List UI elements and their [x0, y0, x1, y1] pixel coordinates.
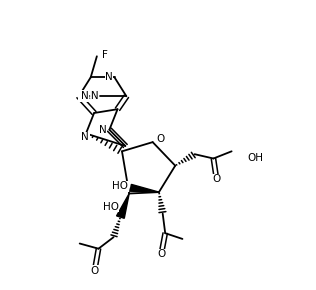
Text: O: O [91, 266, 99, 276]
Text: H₂N: H₂N [79, 91, 98, 101]
Text: O: O [157, 249, 166, 259]
Polygon shape [117, 193, 129, 218]
Text: O: O [212, 175, 221, 184]
Text: O: O [156, 134, 165, 144]
Text: N: N [105, 72, 112, 82]
Text: HO: HO [112, 181, 128, 191]
Text: HO: HO [103, 202, 119, 212]
Text: OH: OH [247, 153, 263, 164]
Text: N: N [82, 132, 89, 142]
Text: N: N [81, 91, 88, 101]
Polygon shape [130, 184, 159, 192]
Text: N: N [99, 125, 107, 135]
Text: F: F [101, 50, 107, 60]
